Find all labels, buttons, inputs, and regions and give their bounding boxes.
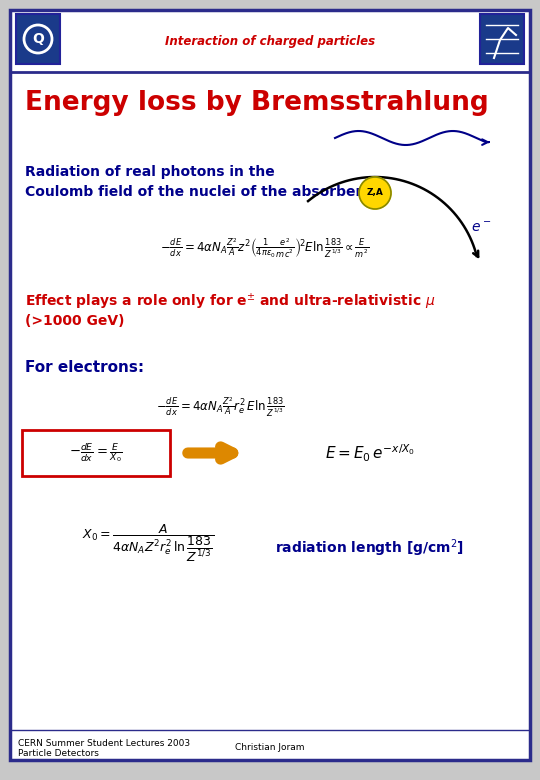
Text: CERN Summer Student Lectures 2003: CERN Summer Student Lectures 2003 [18, 739, 190, 747]
Text: Radiation of real photons in the: Radiation of real photons in the [25, 165, 275, 179]
Text: Interaction of charged particles: Interaction of charged particles [165, 34, 375, 48]
Text: Coulomb field of the nuclei of the absorber: Coulomb field of the nuclei of the absor… [25, 185, 362, 199]
Text: $e^-$: $e^-$ [471, 221, 491, 235]
Text: $-\frac{dE}{dx} = \frac{E}{X_0}$: $-\frac{dE}{dx} = \frac{E}{X_0}$ [69, 441, 123, 464]
Text: $X_0 = \dfrac{A}{4\alpha N_A Z^2 r_e^2\, \ln\dfrac{183}{Z^{1/3}}}$: $X_0 = \dfrac{A}{4\alpha N_A Z^2 r_e^2\,… [82, 523, 214, 563]
Text: Q: Q [32, 32, 44, 46]
Text: (>1000 GeV): (>1000 GeV) [25, 314, 125, 328]
Circle shape [359, 177, 391, 209]
Bar [22, 430, 170, 476]
Text: Z,A: Z,A [367, 189, 383, 197]
Text: Christian Joram: Christian Joram [235, 743, 305, 753]
Text: Energy loss by Bremsstrahlung: Energy loss by Bremsstrahlung [25, 90, 489, 116]
Text: $E = E_0\, e^{-x/X_0}$: $E = E_0\, e^{-x/X_0}$ [325, 442, 415, 463]
Bar [480, 14, 524, 64]
Text: radiation length [g/cm$^2$]: radiation length [g/cm$^2$] [275, 537, 464, 558]
Bar [16, 14, 60, 64]
Text: Effect plays a role only for e$^{\pm}$ and ultra-relativistic $\mu$: Effect plays a role only for e$^{\pm}$ a… [25, 292, 435, 312]
Text: Particle Detectors: Particle Detectors [18, 750, 99, 758]
Text: For electrons:: For electrons: [25, 360, 144, 375]
Text: $-\frac{dE}{dx} = 4\alpha N_A \frac{Z^2}{A} r_e^2\, E\ln\frac{183}{Z^{1/3}}$: $-\frac{dE}{dx} = 4\alpha N_A \frac{Z^2}… [156, 395, 284, 419]
Text: $-\frac{dE}{dx} = 4\alpha N_A \frac{Z^2}{A} z^2 \left(\frac{1}{4\pi\varepsilon_0: $-\frac{dE}{dx} = 4\alpha N_A \frac{Z^2}… [160, 236, 370, 260]
